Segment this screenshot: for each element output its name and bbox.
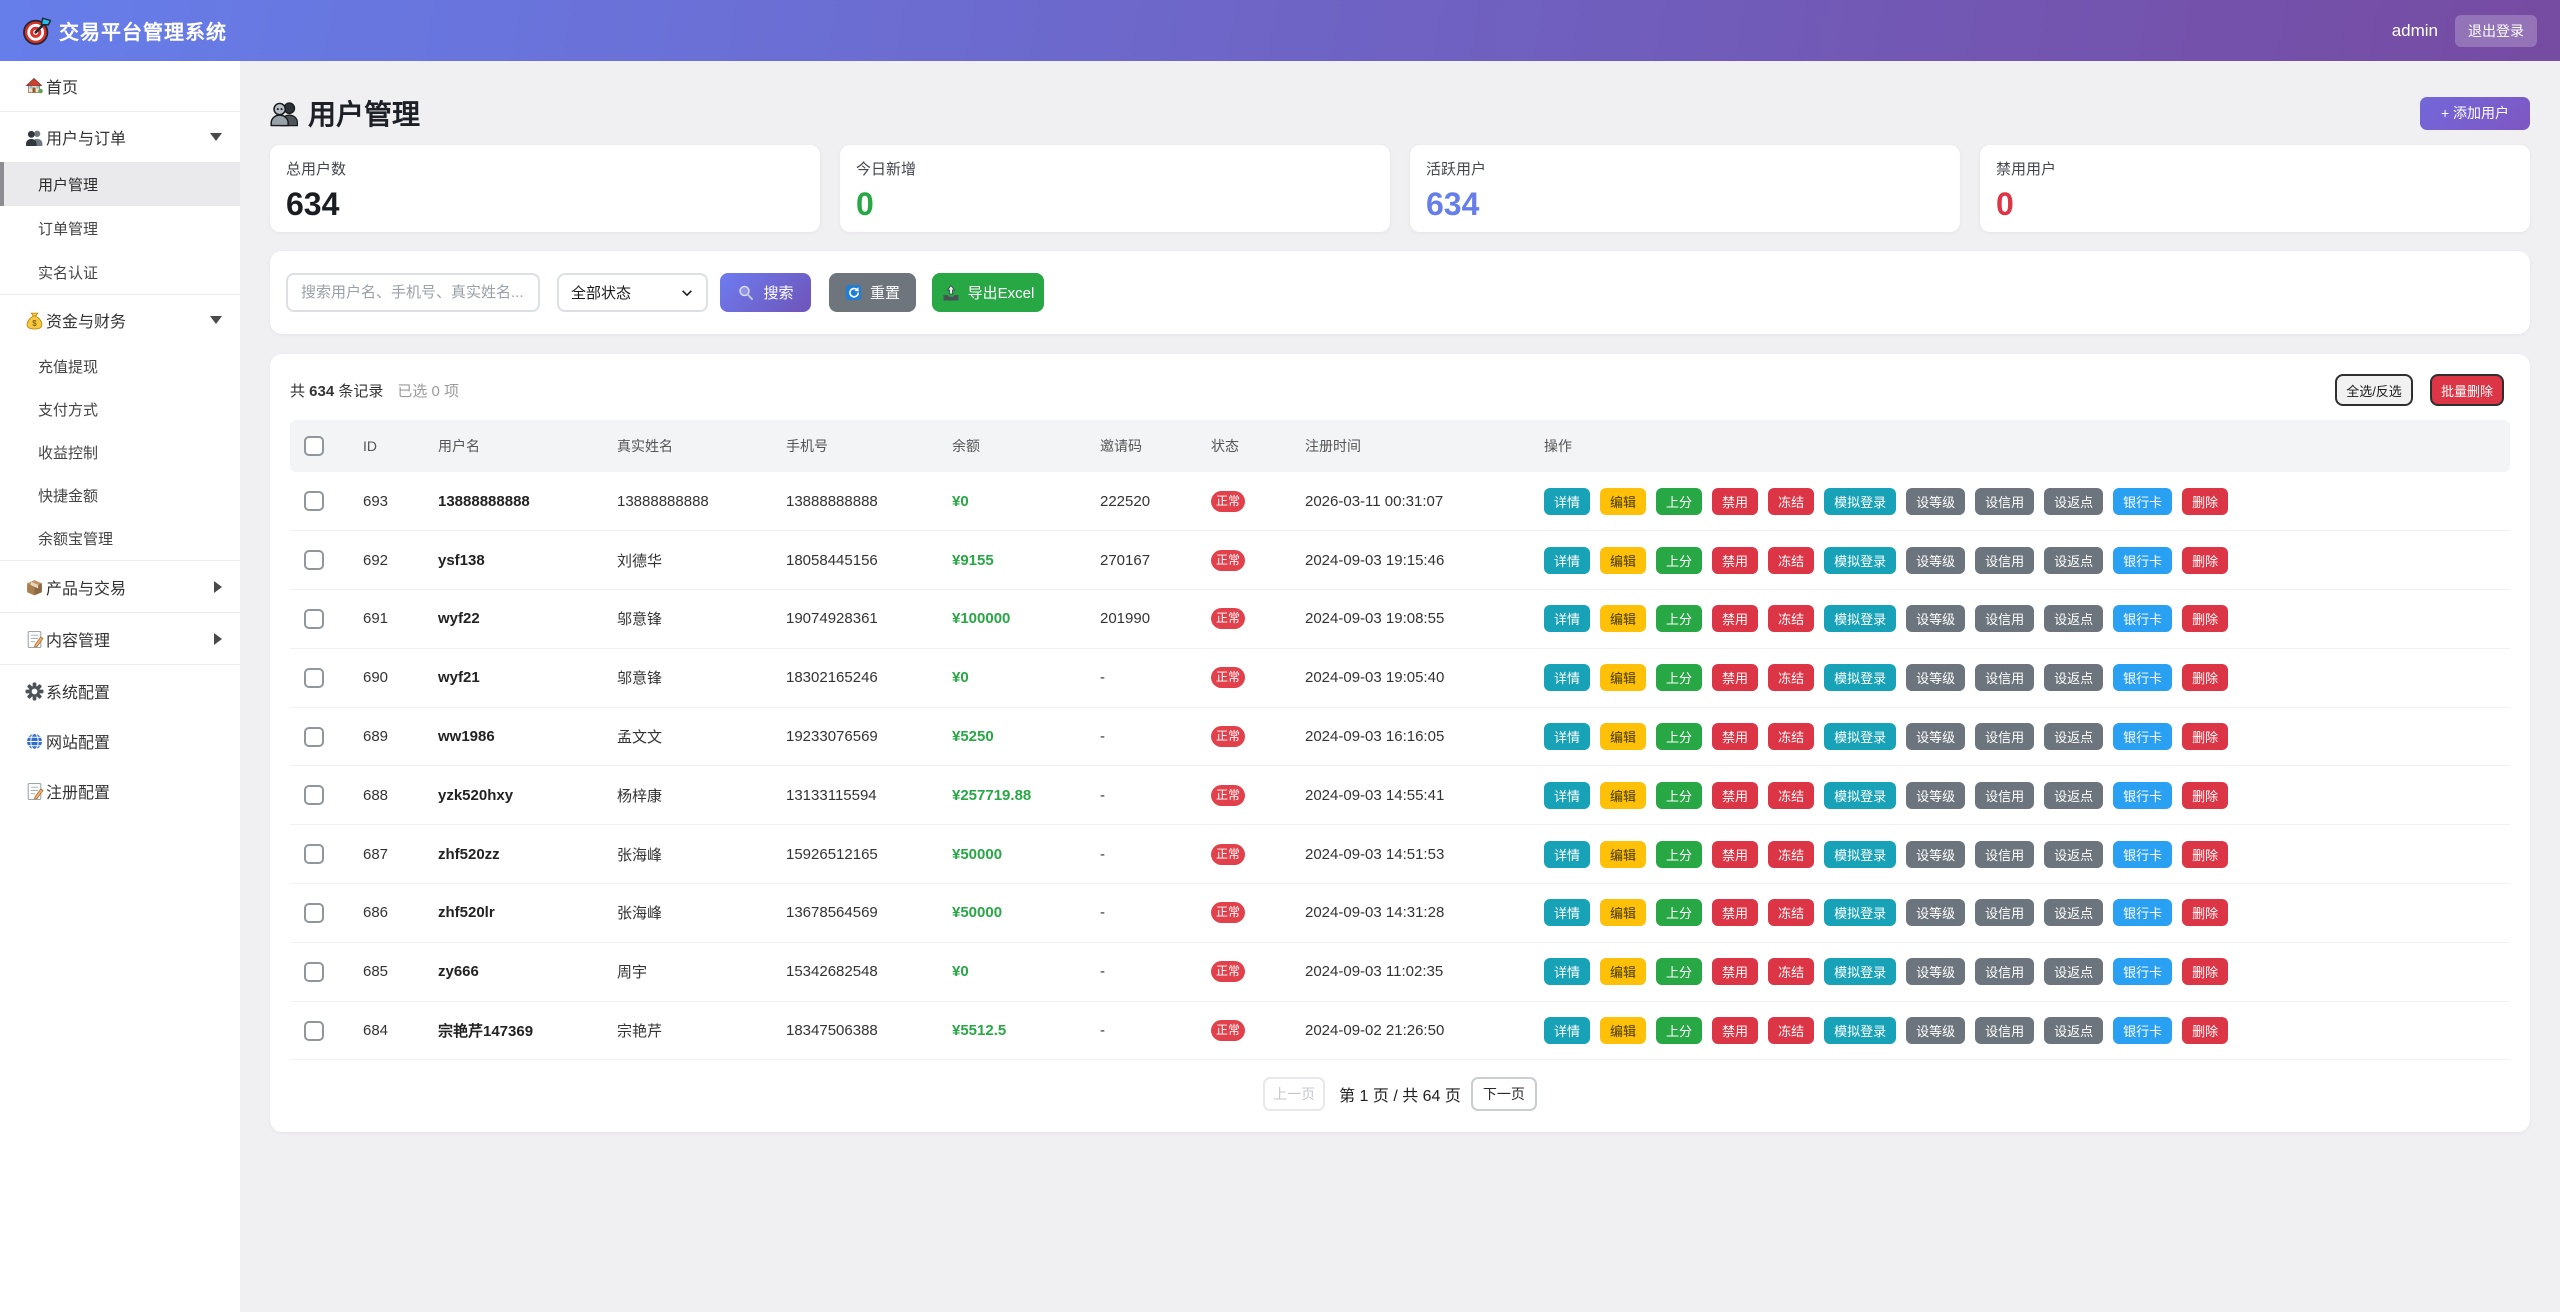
- svg-text:$: $: [32, 319, 37, 328]
